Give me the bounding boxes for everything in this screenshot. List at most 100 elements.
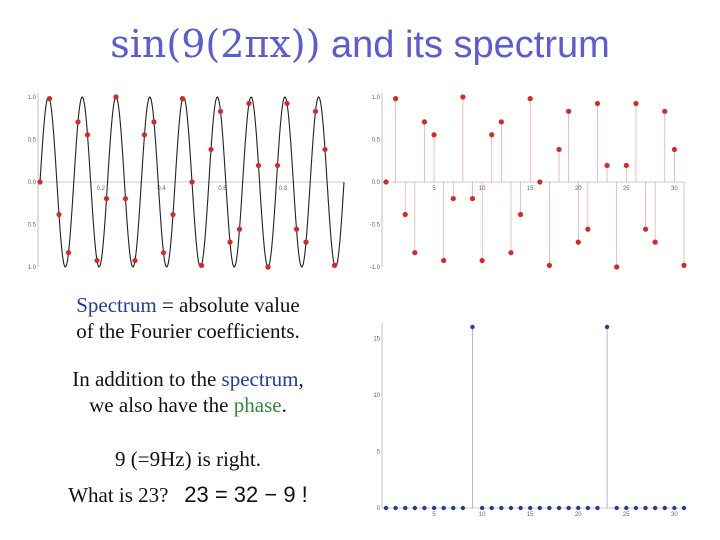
title-math: sin(9(2πx)) [110,22,321,66]
sample-point [671,146,677,153]
x-tick-label: 15 [527,186,534,192]
sample-point [274,162,281,169]
spectrum-point [624,505,629,511]
y-tick-label: 0.5 [372,138,381,144]
phase-note-text: In addition to the [72,367,222,391]
spectrum-point [566,505,571,511]
sample-point [312,108,319,114]
sample-point [122,195,129,202]
sample-point [322,146,328,153]
spectrum-point [576,505,581,511]
spectrum-point [652,505,658,511]
spectrum-point [393,505,398,511]
y-tick-label: 1.0 [372,95,381,101]
phase-note: In addition to the spectrum, we also hav… [28,366,348,418]
sample-point [208,146,214,153]
x-tick-label: 10 [479,512,486,518]
y-tick-label: -1.0 [28,265,37,271]
sample-point [642,226,649,232]
sample-point [614,264,620,270]
sample-point [75,119,81,125]
x-tick-label: 0.2 [97,186,106,192]
question-line: What is 23? 23 = 32 − 9 ! [28,482,348,508]
sample-point [236,226,243,232]
sample-point [489,132,495,138]
spectrum-point [431,505,437,511]
spectrum-point [547,505,552,511]
spectrum-point [508,505,514,511]
y-tick-label: 10 [373,393,380,399]
sample-point [246,100,252,107]
x-tick-label: 30 [671,512,678,518]
sample-point [441,257,447,264]
keyword-phase: phase [233,393,282,417]
spectrum-point [489,505,494,511]
sample-point [303,239,309,245]
keyword-spectrum-2: spectrum [221,367,299,391]
sample-point [94,257,100,264]
sample-point [566,108,572,114]
sample-point [331,262,338,268]
spectrum-point [422,505,427,511]
sample-point [402,211,408,218]
spectrum-point [470,324,475,330]
spectrum-point [403,505,408,511]
x-tick-label: 25 [623,512,630,518]
sample-point [265,264,271,270]
sample-point [65,250,72,256]
x-tick-label: 0.8 [279,186,288,192]
sample-point [460,94,466,100]
keyword-spectrum: Spectrum [76,293,157,317]
sample-point [84,132,91,138]
spectrum-point [585,505,591,511]
spectrum-point [614,505,619,511]
x-tick-label: 20 [575,512,582,518]
y-tick-label: 0.5 [28,138,37,144]
spectrum-point [643,505,648,511]
y-tick-label: 0 [377,506,381,512]
spectrum-point [460,505,466,511]
sample-point [517,211,524,218]
spectrum-point [633,505,639,511]
definition-text-2: of the Fourier coefficients. [76,319,300,343]
spectrum-point [672,505,677,511]
spectrum-point [537,505,543,511]
spectrum-point [479,505,485,511]
y-tick-label: 0.0 [28,180,37,186]
title-words: and its spectrum [320,24,610,66]
x-tick-label: 5 [432,186,436,192]
sample-point [594,100,601,107]
sample-point [383,179,389,185]
sample-point [537,179,543,185]
sample-point [37,179,43,185]
phase-note-punct: , [298,367,304,391]
sample-point [255,162,262,169]
sample-stem-plot: 1.00.50.0-0.5-1.05 10 15 20 25 30 [370,93,687,271]
x-tick-label: 30 [671,186,678,192]
question-text: What is 23? [68,483,169,507]
sample-point [662,108,668,114]
sample-point [151,119,157,125]
sine-wave-plot: 1.0 0.5 0.0 -0.5 -1.0 0.2 0.4 0.6 0.8 [28,93,345,271]
spectrum-point [662,505,667,511]
spectrum-point [412,505,418,511]
sample-point [160,250,167,256]
x-tick-label: 25 [623,186,630,192]
spectrum-point [383,505,389,511]
spectrum-point [499,505,504,511]
x-tick-label: 5 [432,512,436,518]
sample-point [556,146,562,153]
sample-point [284,100,290,107]
sample-point [198,262,205,268]
sample-point [103,195,110,202]
sample-point [469,195,476,202]
sample-point [132,257,138,264]
sample-point [189,179,195,185]
spectrum-point [451,505,456,511]
sample-point [412,250,418,256]
y-tick-label: 1.0 [28,95,37,101]
phase-note-punct-2: . [281,393,287,417]
x-tick-label: 0.4 [157,186,166,192]
sample-point [421,119,428,125]
sample-point [113,94,119,100]
